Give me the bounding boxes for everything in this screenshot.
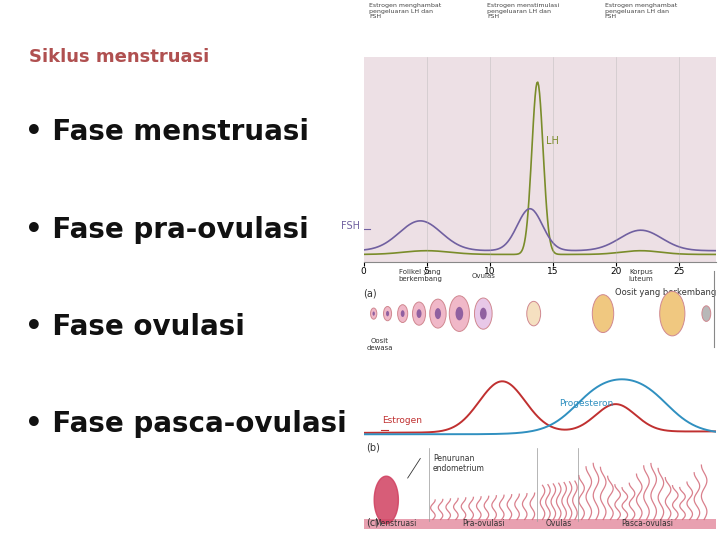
- Text: Ovulas: Ovulas: [546, 519, 572, 528]
- Text: LH: LH: [546, 136, 559, 146]
- Text: Estrogen menstimulasi
pengeluaran LH dan
FSH: Estrogen menstimulasi pengeluaran LH dan…: [487, 3, 559, 19]
- Text: FSH: FSH: [341, 221, 360, 232]
- Text: Estrogen menghambat
pengeluaran LH dan
FSH: Estrogen menghambat pengeluaran LH dan F…: [369, 3, 442, 19]
- Circle shape: [417, 309, 421, 318]
- Circle shape: [480, 308, 487, 320]
- Text: Menstruasi: Menstruasi: [374, 519, 416, 528]
- Circle shape: [397, 305, 408, 322]
- Text: (b): (b): [366, 442, 380, 453]
- Circle shape: [413, 302, 426, 325]
- Text: • Fase pra-ovulasi: • Fase pra-ovulasi: [25, 215, 309, 244]
- Circle shape: [430, 299, 446, 328]
- Text: (a): (a): [364, 288, 377, 298]
- Circle shape: [372, 312, 375, 316]
- Circle shape: [371, 308, 377, 319]
- Circle shape: [384, 307, 392, 321]
- Circle shape: [527, 301, 541, 326]
- Circle shape: [435, 308, 441, 319]
- Circle shape: [449, 296, 469, 332]
- Text: Progesteron: Progesteron: [559, 399, 613, 408]
- Circle shape: [660, 292, 685, 336]
- Circle shape: [386, 311, 389, 316]
- Text: Estrogen menghambat
pengeluaran LH dan
FSH: Estrogen menghambat pengeluaran LH dan F…: [605, 3, 677, 19]
- Text: Korpus
luteum: Korpus luteum: [629, 269, 653, 282]
- Polygon shape: [374, 476, 398, 524]
- Text: Siklus menstruasi: Siklus menstruasi: [29, 48, 210, 66]
- Circle shape: [456, 307, 463, 320]
- Text: • Fase pasca-ovulasi: • Fase pasca-ovulasi: [25, 410, 347, 438]
- Text: Penurunan
endometrium: Penurunan endometrium: [433, 454, 485, 473]
- Circle shape: [474, 298, 492, 329]
- Text: (c): (c): [366, 518, 379, 528]
- Circle shape: [702, 306, 711, 321]
- Circle shape: [593, 295, 613, 333]
- Text: Ovulas: Ovulas: [472, 273, 495, 279]
- Text: Pra-ovulasi: Pra-ovulasi: [462, 519, 505, 528]
- Circle shape: [401, 310, 405, 317]
- Text: • Fase menstruasi: • Fase menstruasi: [25, 118, 310, 146]
- Text: Folikel yang
berkembang: Folikel yang berkembang: [398, 269, 442, 282]
- Text: Oosit yang berkembang: Oosit yang berkembang: [615, 288, 716, 297]
- Text: Estrogen: Estrogen: [382, 416, 423, 425]
- Text: Pasca-ovulasi: Pasca-ovulasi: [621, 519, 673, 528]
- Text: Oosit
dewasa: Oosit dewasa: [366, 338, 393, 352]
- Bar: [364, 519, 716, 529]
- Text: • Fase ovulasi: • Fase ovulasi: [25, 313, 246, 341]
